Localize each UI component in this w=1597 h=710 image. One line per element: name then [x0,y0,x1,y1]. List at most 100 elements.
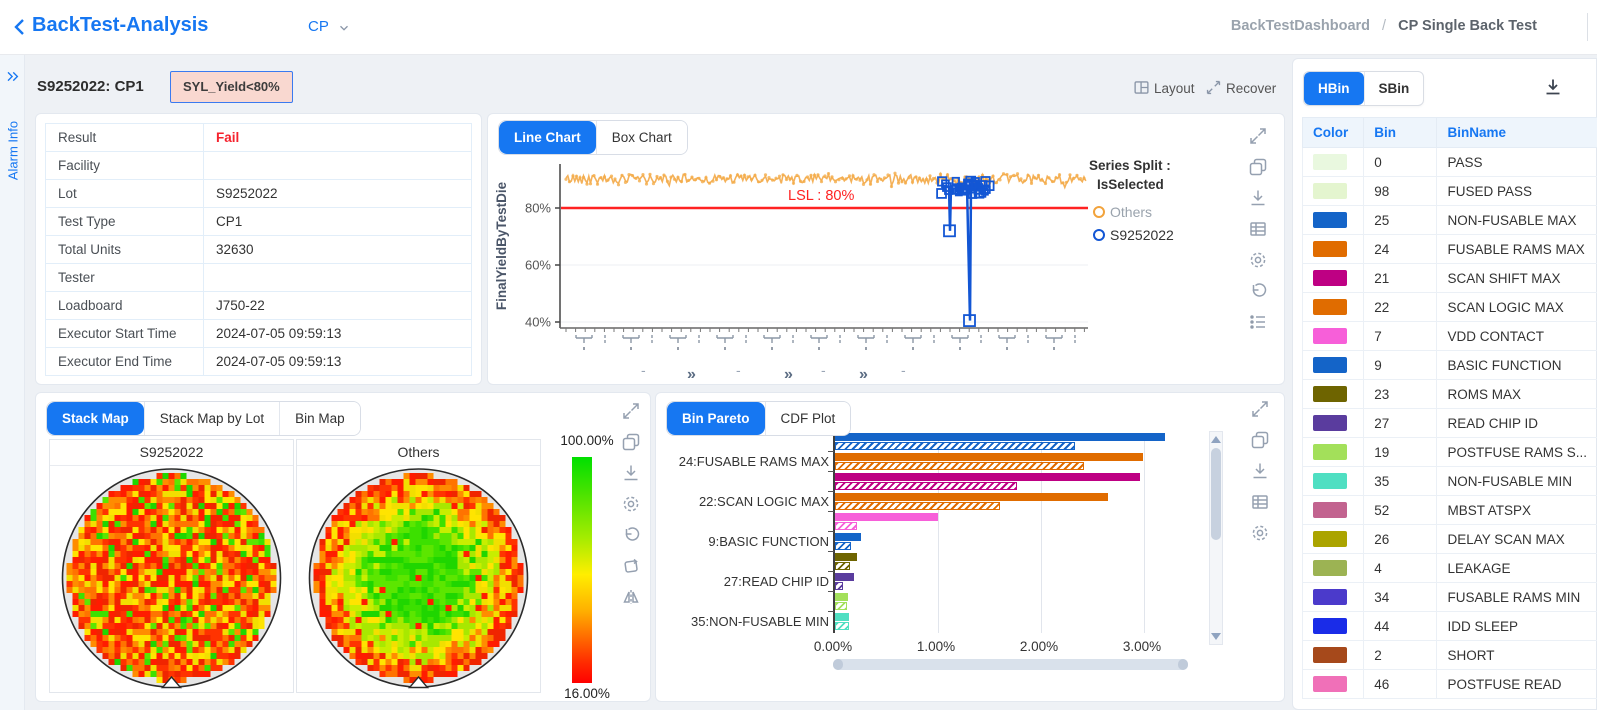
undo-icon[interactable] [621,525,641,545]
bin-table-row[interactable]: 44 IDD SLEEP [1301,611,1597,641]
product-selector[interactable]: CP [308,18,329,35]
sidebar-item-alarm-info[interactable]: Alarm Info [5,120,21,181]
panel-divider [1587,13,1588,41]
breadcrumb-root[interactable]: BackTestDashboard [1230,18,1371,34]
bin-name: FUSABLE RAMS MIN [1436,582,1597,612]
bin-name: READ CHIP ID [1436,408,1597,438]
info-row: Loadboard J750-22 [45,291,472,320]
bin-number: 34 [1363,582,1438,612]
vertical-scrollbar[interactable] [1209,431,1223,645]
double-chevron-right-icon[interactable] [5,69,20,84]
chevron-down-icon[interactable] [337,21,351,35]
bin-table-row[interactable]: 21 SCAN SHIFT MAX [1301,263,1597,293]
bin-name: SCAN SHIFT MAX [1436,263,1597,293]
download-icon[interactable] [1543,77,1563,97]
rotate-icon[interactable] [621,556,641,576]
layout-button[interactable]: Layout [1133,79,1195,96]
bin-color-swatch [1313,473,1347,489]
bin-name: VDD CONTACT [1436,321,1597,351]
tab-bin-pareto[interactable]: Bin Pareto [667,402,765,435]
bin-color-swatch [1313,647,1347,663]
bin-color-table: Color Bin BinName 0 PASS 98 FUSED PASS 25 NON-FU… [1301,117,1597,699]
expand-icon[interactable] [1248,126,1268,146]
tab-line-chart[interactable]: Line Chart [499,121,596,154]
tab-cdf-plot[interactable]: CDF Plot [764,402,851,435]
toggle-sbin[interactable]: SBin [1363,72,1424,105]
bin-table-row[interactable]: 98 FUSED PASS [1301,176,1597,206]
list-icon[interactable] [1248,312,1268,332]
bin-name: NON-FUSABLE MIN [1436,466,1597,496]
info-row: Result Fail [45,123,472,152]
bin-table-row[interactable]: 24 FUSABLE RAMS MAX [1301,234,1597,264]
alarm-rule-badge[interactable]: SYL_Yield<80% [170,71,293,103]
download-icon[interactable] [621,463,641,483]
svg-text:»: » [784,366,793,383]
bin-table-row[interactable]: 27 READ CHIP ID [1301,408,1597,438]
info-value [203,151,472,180]
bin-table-row[interactable]: 7 VDD CONTACT [1301,321,1597,351]
expand-icon[interactable] [1250,399,1270,419]
wafer-map-others: Others [296,439,541,693]
pareto-bar-solid [835,613,850,621]
pareto-bar-hatched [835,522,857,530]
pareto-x-tick: 0.00% [813,639,853,654]
pareto-bar-solid [835,593,849,601]
bin-table-row[interactable]: 34 FUSABLE RAMS MIN [1301,582,1597,612]
toggle-hbin[interactable]: HBin [1304,72,1364,105]
tab-stack-map[interactable]: Stack Map [47,402,144,435]
expand-icon[interactable] [621,401,641,421]
gridline [1041,433,1042,633]
scrollbar-thumb[interactable] [1211,448,1221,540]
svg-text:80%: 80% [525,201,551,216]
bin-color-swatch [1313,183,1347,199]
bin-table-row[interactable]: 0 PASS [1301,147,1597,177]
bin-table-row[interactable]: 23 ROMS MAX [1301,379,1597,409]
tab-stack-map-by-lot[interactable]: Stack Map by Lot [143,402,280,435]
bin-number: 25 [1363,205,1438,235]
bin-number: 27 [1363,408,1438,438]
bin-table-row[interactable]: 35 NON-FUSABLE MIN [1301,466,1597,496]
pareto-bar-solid [835,553,857,561]
back-icon[interactable] [10,14,30,40]
tab-bin-map[interactable]: Bin Map [279,402,360,435]
horizontal-scrollbar[interactable] [833,659,1188,670]
info-value: 2024-07-05 09:59:13 [203,319,472,348]
download-icon[interactable] [1250,461,1270,481]
tab-box-chart[interactable]: Box Chart [595,121,687,154]
bin-table-row[interactable]: 19 POSTFUSE RAMS S... [1301,437,1597,467]
bin-table-row[interactable]: 2 SHORT [1301,640,1597,670]
svg-text:LSL : 80%: LSL : 80% [788,188,854,204]
bin-number: 35 [1363,466,1438,496]
gear-icon[interactable] [621,494,641,514]
scroll-down-icon[interactable] [1211,633,1221,640]
undo-icon[interactable] [1248,281,1268,301]
pareto-bar-solid [835,473,1140,481]
scroll-up-icon[interactable] [1211,436,1221,443]
svg-text:40%: 40% [525,315,551,330]
bin-table-row[interactable]: 26 DELAY SCAN MAX [1301,524,1597,554]
bin-table-row[interactable]: 4 LEAKAGE [1301,553,1597,583]
download-icon[interactable] [1248,188,1268,208]
table-icon[interactable] [1248,219,1268,239]
copy-icon[interactable] [621,432,641,452]
legend-item-s9252022[interactable]: S9252022 [1093,227,1249,243]
flip-icon[interactable] [621,587,641,607]
bin-table-row[interactable]: 22 SCAN LOGIC MAX [1301,292,1597,322]
info-label: Executor End Time [45,347,204,376]
gear-icon[interactable] [1250,523,1270,543]
gear-icon[interactable] [1248,250,1268,270]
bin-color-swatch [1313,618,1347,634]
svg-text:60%: 60% [525,258,551,273]
info-row: Executor Start Time 2024-07-05 09:59:13 [45,319,472,348]
bin-table-row[interactable]: 52 MBST ATSPX [1301,495,1597,525]
bin-number: 4 [1363,553,1438,583]
table-icon[interactable] [1250,492,1270,512]
bin-table-row[interactable]: 46 POSTFUSE READ [1301,669,1597,699]
bin-table-row[interactable]: 9 BASIC FUNCTION [1301,350,1597,380]
copy-icon[interactable] [1250,430,1270,450]
pareto-bar-hatched [835,442,1075,450]
recover-button[interactable]: Recover [1205,79,1276,96]
bin-table-row[interactable]: 25 NON-FUSABLE MAX [1301,205,1597,235]
legend-item-others[interactable]: Others [1093,204,1249,220]
copy-icon[interactable] [1248,157,1268,177]
